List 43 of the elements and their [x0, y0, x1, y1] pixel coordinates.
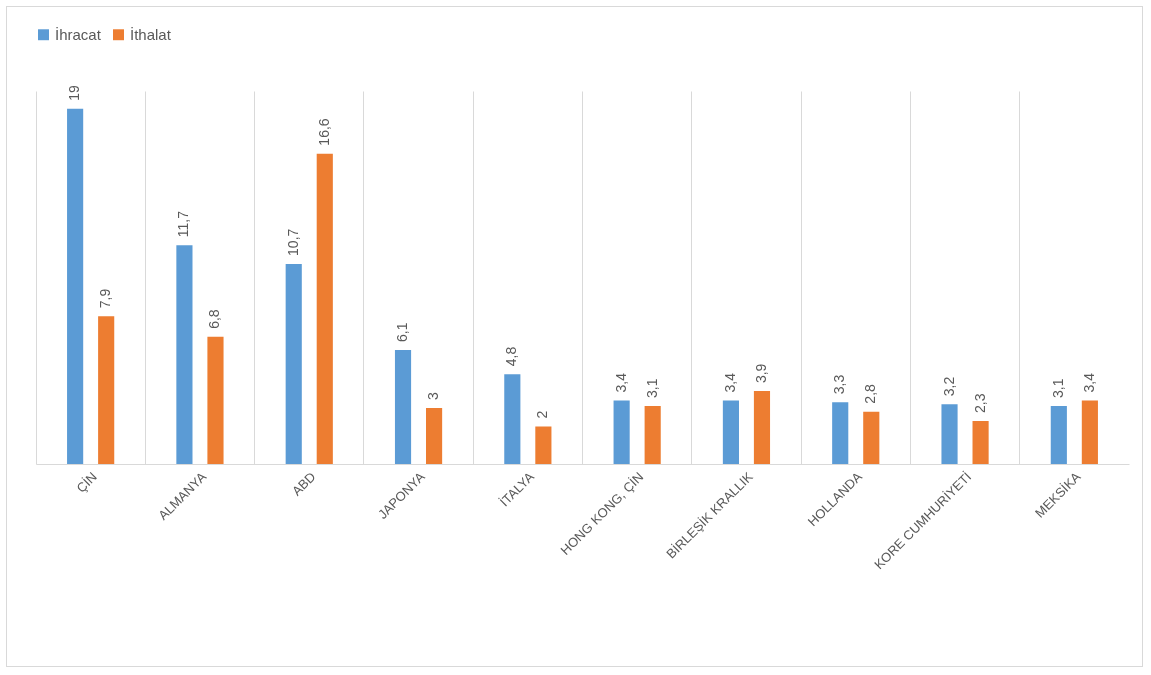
- bar: [722, 400, 739, 464]
- data-label: 3,2: [940, 376, 957, 397]
- bar: [504, 374, 521, 464]
- data-label: 19: [66, 84, 83, 101]
- bar: [426, 407, 443, 464]
- bar: [863, 411, 880, 464]
- x-tick-label: ÇİN: [73, 469, 100, 496]
- bar: [285, 263, 302, 464]
- data-label: 11,7: [175, 210, 192, 238]
- data-label: 2,3: [971, 393, 988, 413]
- data-label: 3,4: [612, 372, 629, 393]
- data-label: 2: [534, 410, 551, 419]
- data-label: 6,1: [394, 322, 411, 342]
- bar: [832, 402, 849, 464]
- bar: [67, 108, 84, 464]
- bar: [394, 349, 412, 464]
- legend-label: İhracat: [55, 25, 102, 43]
- data-label: 3,1: [1049, 378, 1066, 399]
- bar: [535, 426, 552, 464]
- bar: [176, 245, 193, 464]
- data-label: 3,4: [1080, 372, 1097, 393]
- bar: [1050, 406, 1067, 464]
- data-label: 2,8: [862, 383, 879, 404]
- bar: [1081, 400, 1098, 464]
- data-label: 4,8: [503, 346, 520, 367]
- bar: [753, 391, 771, 464]
- bar: [316, 153, 333, 464]
- bar: [98, 316, 115, 464]
- data-label: 16,6: [315, 118, 332, 146]
- bar: [644, 406, 661, 464]
- legend-label: İthalat: [130, 25, 172, 43]
- data-label: 3,9: [752, 363, 769, 384]
- data-label: 6,8: [206, 309, 223, 329]
- bar: [207, 336, 224, 464]
- data-label: 10,7: [284, 228, 301, 256]
- data-label: 3,3: [831, 374, 848, 395]
- data-label: 3,4: [721, 372, 738, 393]
- data-label: 3,1: [643, 378, 660, 399]
- bar: [972, 421, 989, 464]
- bar: [613, 400, 630, 464]
- bar: [941, 404, 958, 464]
- data-label: 3: [425, 391, 442, 400]
- data-label: 7,9: [97, 288, 114, 309]
